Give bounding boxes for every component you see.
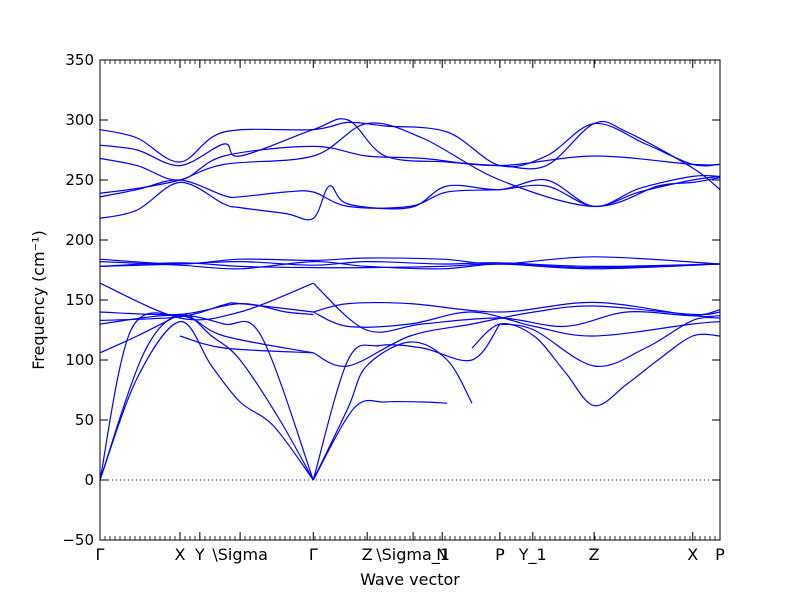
y-tick-label: 350 xyxy=(65,51,94,69)
x-tick-label: Γ xyxy=(96,545,105,564)
band-line-3 xyxy=(99,312,314,481)
x-tick-label: \Sigma_1 xyxy=(376,545,450,565)
band-line-28 xyxy=(99,174,721,221)
band-line-18 xyxy=(313,305,721,367)
plot-area xyxy=(100,60,720,540)
y-tick-label: 0 xyxy=(84,471,94,489)
y-tick-label: 300 xyxy=(65,111,94,129)
band-line-10 xyxy=(179,335,314,354)
band-line-21 xyxy=(99,262,721,270)
band-line-14 xyxy=(99,314,314,354)
x-tick-label: \Sigma xyxy=(212,545,268,564)
y-tick-label: 150 xyxy=(65,291,94,309)
band-line-4 xyxy=(312,399,448,481)
band-line-24 xyxy=(99,118,721,191)
band-line-23 xyxy=(99,121,721,168)
band-line-22 xyxy=(99,260,721,268)
x-tick-label: Y_1 xyxy=(518,545,547,565)
band-line-1 xyxy=(99,321,314,481)
y-tick-label: −50 xyxy=(62,531,94,549)
x-tick-label: N xyxy=(436,545,448,564)
x-tick-label: P xyxy=(495,545,505,564)
band-line-2 xyxy=(99,313,314,481)
y-axis-label: Frequency (cm⁻¹) xyxy=(29,230,48,369)
band-line-16 xyxy=(312,282,721,333)
band-line-17 xyxy=(313,311,721,337)
plot-frame xyxy=(99,59,721,541)
band-line-11 xyxy=(99,282,314,321)
band-line-13 xyxy=(99,302,314,321)
x-tick-label: X xyxy=(174,545,185,564)
band-line-8 xyxy=(499,316,721,367)
x-tick-label: Y xyxy=(194,545,205,564)
x-tick-label: X xyxy=(687,545,698,564)
y-tick-label: 100 xyxy=(65,351,94,369)
y-tick-label: 200 xyxy=(65,231,94,249)
x-axis-label: Wave vector xyxy=(360,570,460,589)
x-tick-label: Z xyxy=(362,545,373,564)
y-tick-label: 50 xyxy=(75,411,94,429)
x-tick-label: P xyxy=(715,545,725,564)
x-tick-label: Γ xyxy=(309,545,318,564)
y-tick-label: 250 xyxy=(65,171,94,189)
band-line-9 xyxy=(99,313,181,354)
band-line-6 xyxy=(312,323,501,481)
x-tick-label: Z xyxy=(589,545,600,564)
band-line-5 xyxy=(312,341,473,481)
